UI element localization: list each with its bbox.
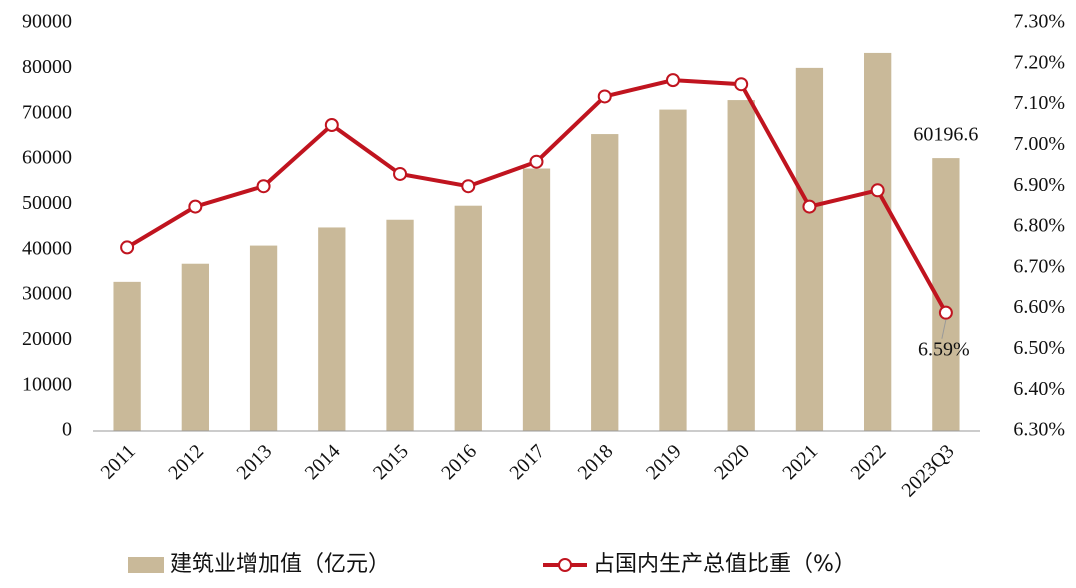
marker bbox=[461, 179, 476, 194]
bar bbox=[181, 263, 209, 431]
x-tick-label: 2015 bbox=[369, 440, 413, 484]
y2-tick-label: 6.80% bbox=[1013, 215, 1065, 237]
marker bbox=[393, 166, 408, 181]
y-tick-label: 90000 bbox=[22, 11, 72, 33]
y-tick-label: 30000 bbox=[22, 283, 72, 305]
y-tick-label: 60000 bbox=[22, 147, 72, 169]
y2-tick-label: 6.70% bbox=[1013, 255, 1065, 277]
marker bbox=[529, 154, 544, 169]
x-tick-label: 2023Q3 bbox=[898, 440, 959, 501]
x-tick-label: 2017 bbox=[505, 440, 549, 484]
y-tick-label: 20000 bbox=[22, 328, 72, 350]
bar bbox=[659, 109, 687, 431]
x-tick-label: 2014 bbox=[301, 440, 345, 484]
y2-tick-label: 7.10% bbox=[1013, 92, 1065, 114]
y2-tick-label: 7.30% bbox=[1013, 11, 1065, 33]
marker bbox=[597, 89, 612, 104]
y2-tick-label: 6.60% bbox=[1013, 296, 1065, 318]
marker bbox=[665, 73, 680, 88]
y2-tick-label: 7.00% bbox=[1013, 133, 1065, 155]
legend-label: 占国内生产总值比重（%） bbox=[593, 552, 856, 577]
bar bbox=[386, 219, 414, 431]
marker bbox=[802, 199, 817, 214]
bar bbox=[795, 67, 824, 431]
x-tick-label: 2012 bbox=[164, 440, 208, 484]
marker bbox=[324, 118, 339, 132]
bar bbox=[727, 100, 755, 432]
bar bbox=[522, 168, 551, 431]
marker bbox=[734, 77, 749, 92]
y-tick-label: 80000 bbox=[22, 56, 72, 78]
marker bbox=[256, 179, 271, 194]
bar bbox=[454, 205, 482, 431]
x-tick-label: 2020 bbox=[710, 440, 754, 484]
bar bbox=[591, 134, 619, 432]
marker bbox=[120, 240, 135, 255]
y-tick-label: 70000 bbox=[22, 101, 72, 123]
x-tick-label: 2018 bbox=[574, 440, 618, 484]
y-tick-label: 50000 bbox=[22, 192, 72, 214]
y-tick-label: 40000 bbox=[22, 237, 72, 259]
legend-swatch bbox=[128, 557, 164, 573]
x-tick-label: 2016 bbox=[437, 440, 481, 484]
bar bbox=[249, 245, 278, 431]
y2-tick-label: 6.50% bbox=[1013, 337, 1065, 359]
y-tick-label: 10000 bbox=[22, 373, 72, 395]
bar bbox=[113, 281, 141, 431]
y2-tick-label: 6.40% bbox=[1013, 378, 1065, 400]
x-tick-label: 2013 bbox=[233, 440, 277, 484]
leader-line bbox=[941, 319, 947, 339]
y2-tick-label: 6.30% bbox=[1013, 419, 1065, 441]
legend-swatch bbox=[558, 558, 572, 572]
y2-tick-label: 6.90% bbox=[1013, 174, 1065, 196]
data-label: 6.59% bbox=[918, 338, 970, 360]
x-tick-label: 2022 bbox=[847, 440, 891, 484]
x-tick-label: 2011 bbox=[97, 440, 140, 483]
y2-tick-label: 7.20% bbox=[1013, 51, 1065, 73]
legend-label: 建筑业增加值（亿元） bbox=[170, 552, 390, 577]
x-tick-label: 2021 bbox=[778, 440, 822, 484]
bar bbox=[864, 52, 892, 432]
marker bbox=[870, 183, 885, 198]
y-tick-label: 0 bbox=[62, 419, 72, 441]
data-label: 60196.6 bbox=[913, 124, 978, 146]
bar bbox=[318, 227, 346, 431]
x-tick-label: 2019 bbox=[642, 440, 686, 484]
marker bbox=[188, 199, 203, 214]
marker bbox=[938, 305, 953, 320]
